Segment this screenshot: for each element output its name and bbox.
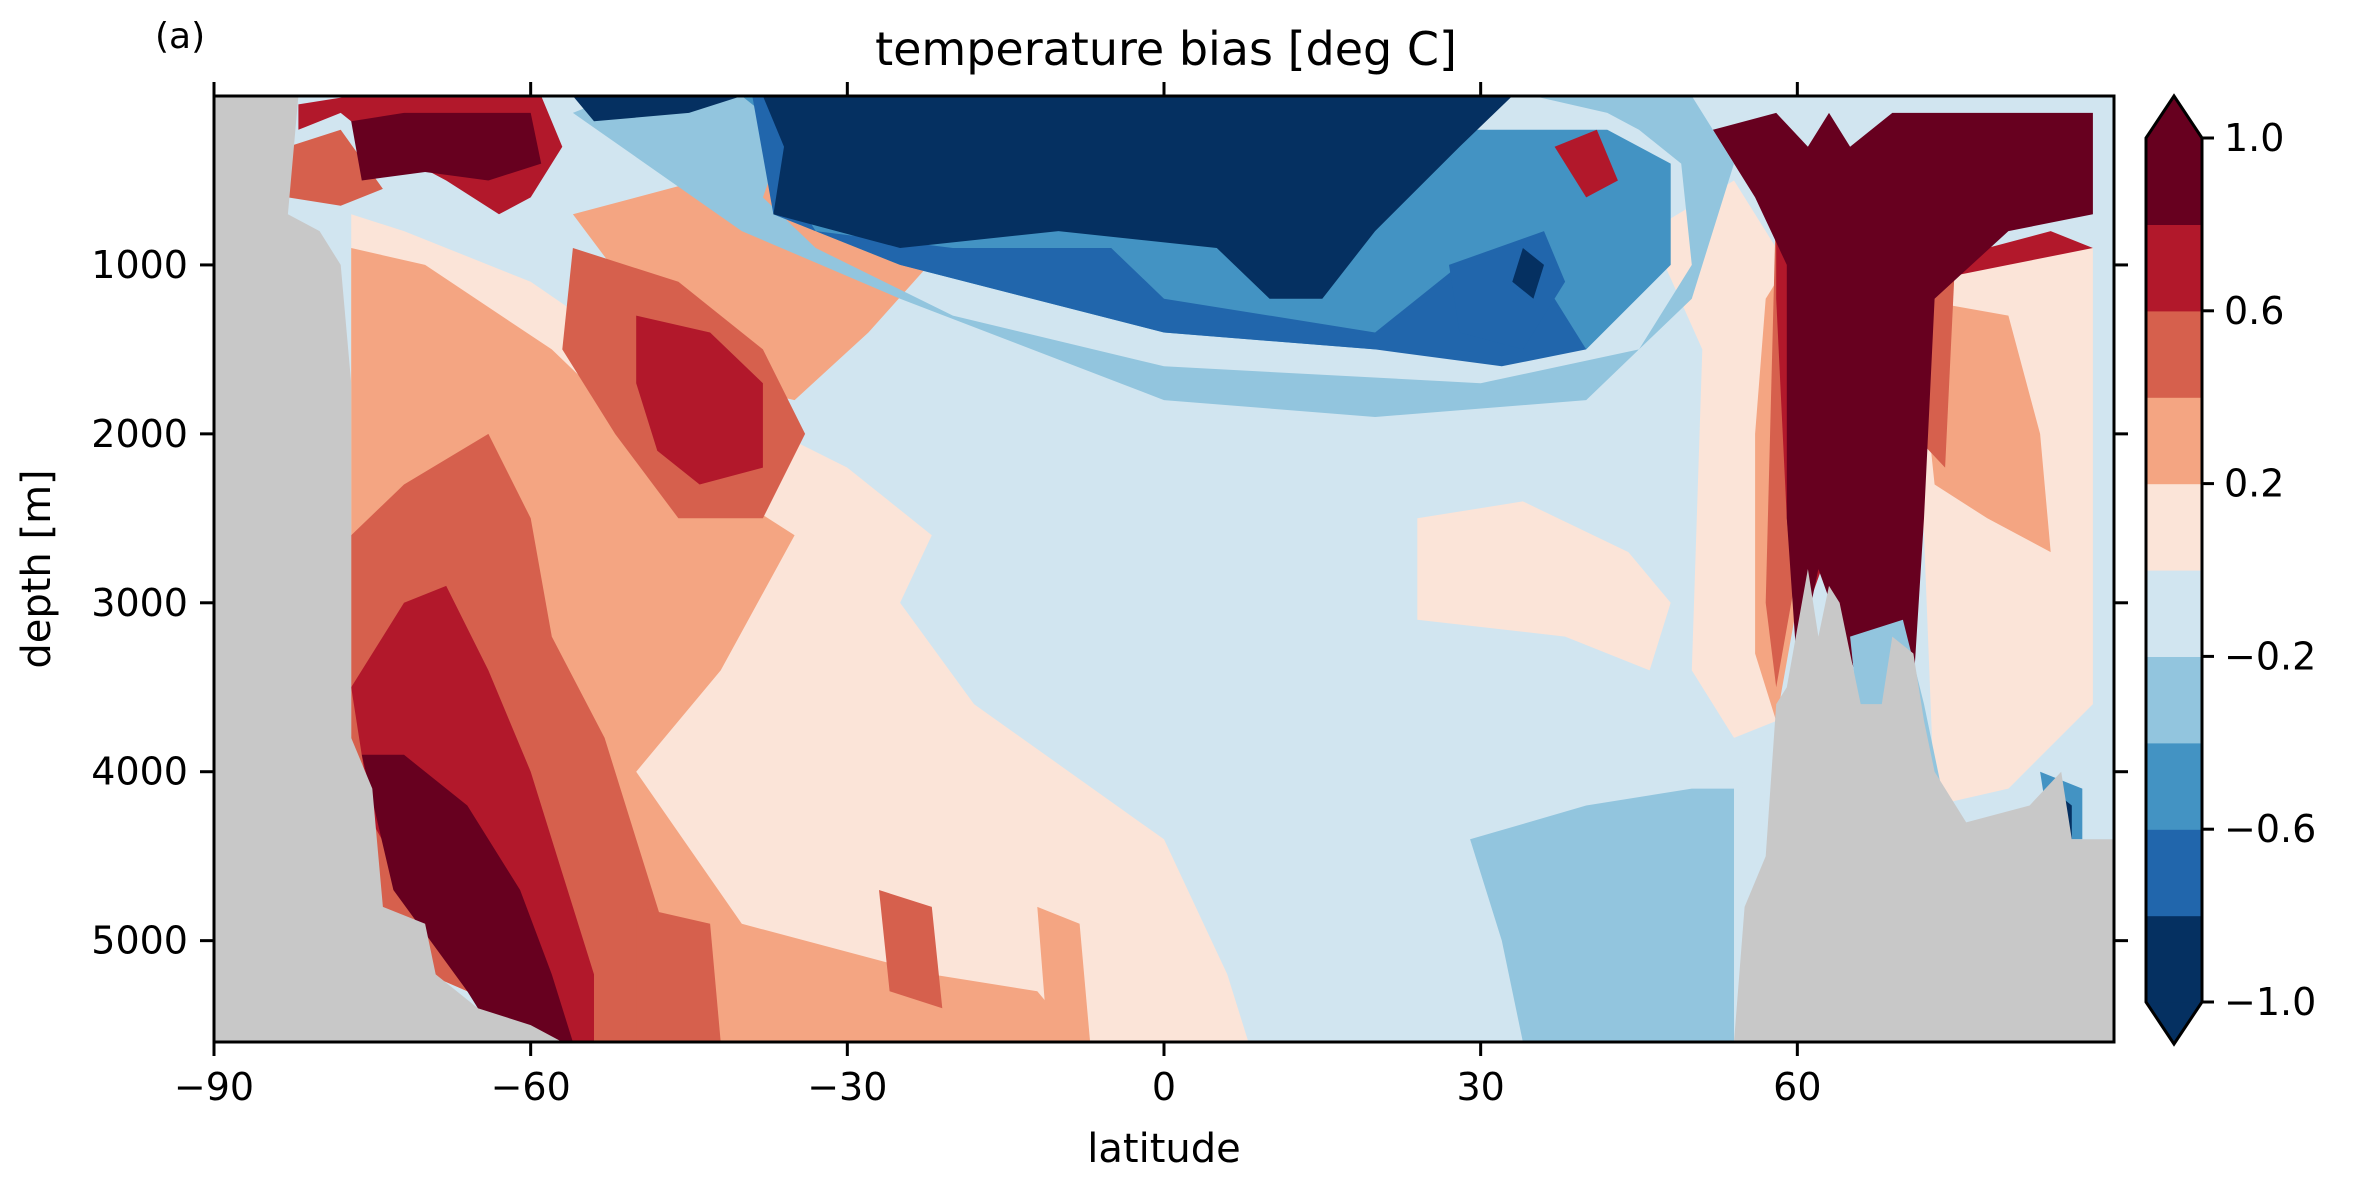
contour-region-23 bbox=[1712, 112, 2093, 688]
contour-region-17 bbox=[636, 315, 763, 485]
y-axis: 1000 2000 3000 4000 5000 bbox=[91, 243, 2128, 963]
colorbar-tick-label: 1.0 bbox=[2224, 116, 2284, 160]
contour-region-13 bbox=[879, 890, 943, 1009]
colorbar-over-extension bbox=[2146, 96, 2202, 138]
contour-region-22 bbox=[351, 112, 542, 181]
contour-region-31 bbox=[762, 96, 1513, 299]
contour-region-2 bbox=[1417, 501, 1671, 671]
colorbar-tick-label: 0.6 bbox=[2224, 289, 2284, 333]
colorbar-tick-label: −0.2 bbox=[2224, 634, 2316, 678]
contour-region-35 bbox=[1554, 129, 1618, 198]
colorbar-swatch bbox=[2146, 829, 2202, 917]
land-region-0 bbox=[214, 96, 563, 1042]
chart-title: temperature bias [deg C] bbox=[875, 22, 1457, 76]
y-tick-label: 4000 bbox=[91, 750, 188, 794]
colorbar-swatch bbox=[2146, 310, 2202, 398]
colorbar-swatch bbox=[2146, 570, 2202, 657]
contour-region-3 bbox=[1649, 180, 1777, 738]
plot-area bbox=[214, 96, 2114, 1042]
y-axis-label: depth [m] bbox=[14, 469, 60, 668]
x-tick-label: 0 bbox=[1152, 1065, 1176, 1109]
x-tick-label: 60 bbox=[1773, 1065, 1821, 1109]
y-tick-label: 2000 bbox=[91, 412, 188, 456]
x-axis-label: latitude bbox=[1087, 1126, 1240, 1172]
contour-region-24 bbox=[572, 96, 1734, 417]
colorbar-tick-label: 0.2 bbox=[2224, 462, 2284, 506]
colorbar-tick-label: −1.0 bbox=[2224, 980, 2316, 1024]
colorbar: 1.0 0.6 0.2 −0.2 −0.6 −1.0 bbox=[2144, 93, 2316, 1047]
contour-region-11 bbox=[287, 129, 383, 206]
colorbar-swatch bbox=[2146, 397, 2202, 485]
x-tick-label: −60 bbox=[491, 1065, 571, 1109]
contour-region-26 bbox=[1470, 788, 1734, 1042]
contour-region-12 bbox=[636, 906, 721, 1042]
colorbar-swatch bbox=[2146, 656, 2202, 744]
contour-region-21 bbox=[361, 754, 573, 1042]
x-axis: −90 −60 −30 0 30 60 bbox=[174, 82, 1822, 1109]
panel-label: (a) bbox=[155, 16, 205, 57]
y-tick-label: 3000 bbox=[91, 581, 188, 625]
contour-region-32 bbox=[572, 96, 742, 122]
colorbar-swatch bbox=[2146, 483, 2202, 571]
land-region-1 bbox=[1734, 569, 2114, 1042]
y-tick-label: 1000 bbox=[91, 243, 188, 287]
x-tick-label: −90 bbox=[174, 1065, 254, 1109]
y-tick-label: 5000 bbox=[91, 919, 188, 963]
contour-regions bbox=[287, 96, 2093, 1042]
contour-region-33 bbox=[1512, 248, 1544, 299]
colorbar-tick-label: −0.6 bbox=[2224, 807, 2316, 851]
colorbar-swatch bbox=[2146, 138, 2202, 225]
x-tick-label: 30 bbox=[1456, 1065, 1504, 1109]
land-mask bbox=[214, 96, 2114, 1042]
contour-region-36 bbox=[1037, 906, 1091, 1042]
colorbar-swatch bbox=[2146, 742, 2202, 830]
x-tick-label: −30 bbox=[807, 1065, 887, 1109]
colorbar-swatch bbox=[2146, 915, 2202, 1003]
colorbar-swatch bbox=[2146, 224, 2202, 312]
colorbar-under-extension bbox=[2146, 1002, 2202, 1044]
